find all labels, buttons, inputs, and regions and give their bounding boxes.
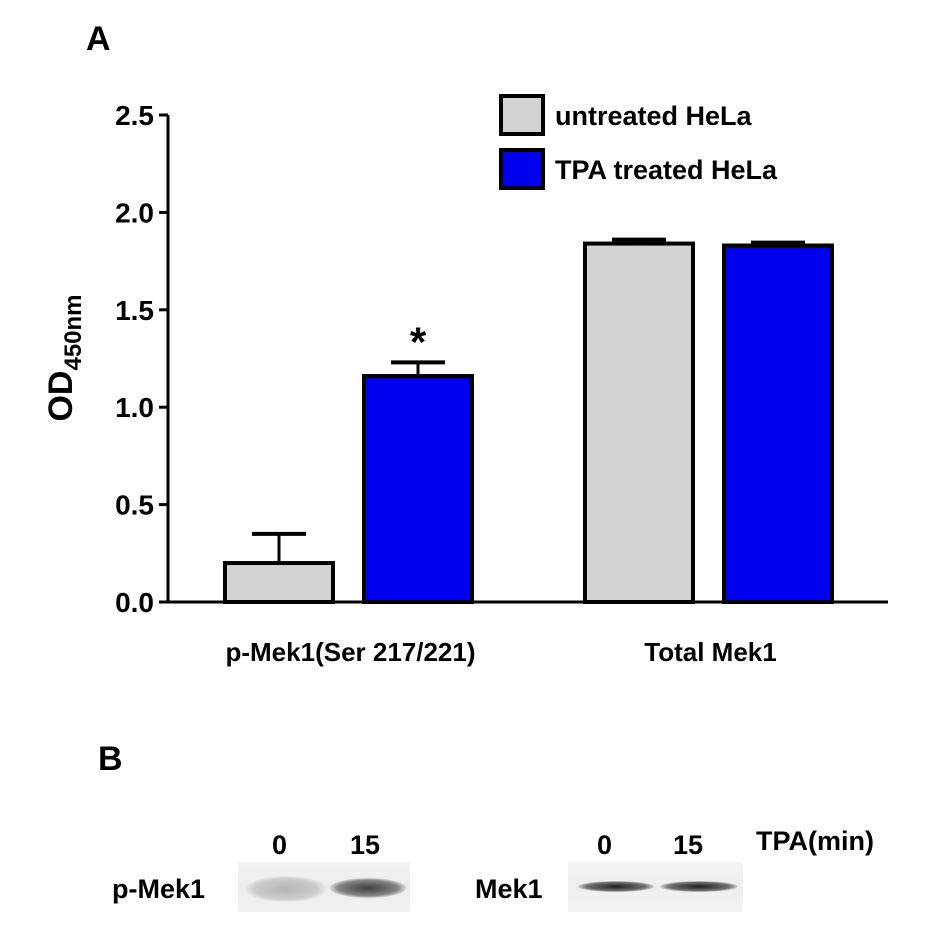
blot-left-membrane bbox=[238, 862, 410, 912]
blot-band bbox=[578, 881, 654, 892]
chart-axes: 0.0 0.5 1.0 1.5 2.0 2.5 OD450nm bbox=[42, 100, 888, 618]
bar bbox=[583, 241, 695, 604]
bar bbox=[223, 561, 335, 604]
y-tick-label: 1.0 bbox=[115, 392, 154, 423]
blot-right-lane-label-0: 0 bbox=[597, 830, 613, 860]
y-tick-label: 1.5 bbox=[115, 295, 154, 326]
legend-label: untreated HeLa bbox=[555, 101, 753, 131]
panel-a-label: A bbox=[86, 20, 111, 58]
blot-left-lane-label-0: 0 bbox=[272, 830, 288, 860]
bar bbox=[722, 243, 834, 605]
blot-right-membrane bbox=[568, 862, 743, 912]
y-tick-label: 2.5 bbox=[115, 100, 154, 131]
blot-left-lane-label-1: 15 bbox=[350, 830, 381, 860]
legend-swatch bbox=[499, 94, 545, 136]
significance-marker: * bbox=[410, 318, 427, 365]
x-tick-label: p-Mek1(Ser 217/221) bbox=[225, 637, 475, 667]
chart-bars: p-Mek1(Ser 217/221) Total Mek1 * bbox=[223, 237, 834, 667]
y-tick-label: 2.0 bbox=[115, 197, 154, 228]
legend-swatch bbox=[499, 148, 545, 190]
blot-left-row-label: p-Mek1 bbox=[112, 874, 206, 904]
bar-chart: 0.0 0.5 1.0 1.5 2.0 2.5 OD450nm p-Mek1(Ser 217… bbox=[42, 94, 888, 667]
y-tick-label: 0.5 bbox=[115, 490, 154, 521]
blot-right-lane-label-1: 15 bbox=[673, 830, 704, 860]
blot-right-row-label: Mek1 bbox=[475, 874, 543, 904]
blot-band bbox=[246, 876, 326, 902]
blot-band bbox=[660, 881, 738, 892]
blot-condition-label: TPA(min) bbox=[756, 826, 874, 856]
y-tick-label: 0.0 bbox=[115, 587, 154, 618]
x-tick-label: Total Mek1 bbox=[644, 637, 776, 667]
chart-legend: untreated HeLa TPA treated HeLa bbox=[499, 94, 778, 190]
legend-label: TPA treated HeLa bbox=[555, 155, 778, 185]
bar bbox=[362, 374, 474, 605]
panel-b-label: B bbox=[98, 740, 123, 778]
y-axis-label: OD450nm bbox=[42, 294, 87, 421]
blot-band bbox=[330, 878, 406, 898]
